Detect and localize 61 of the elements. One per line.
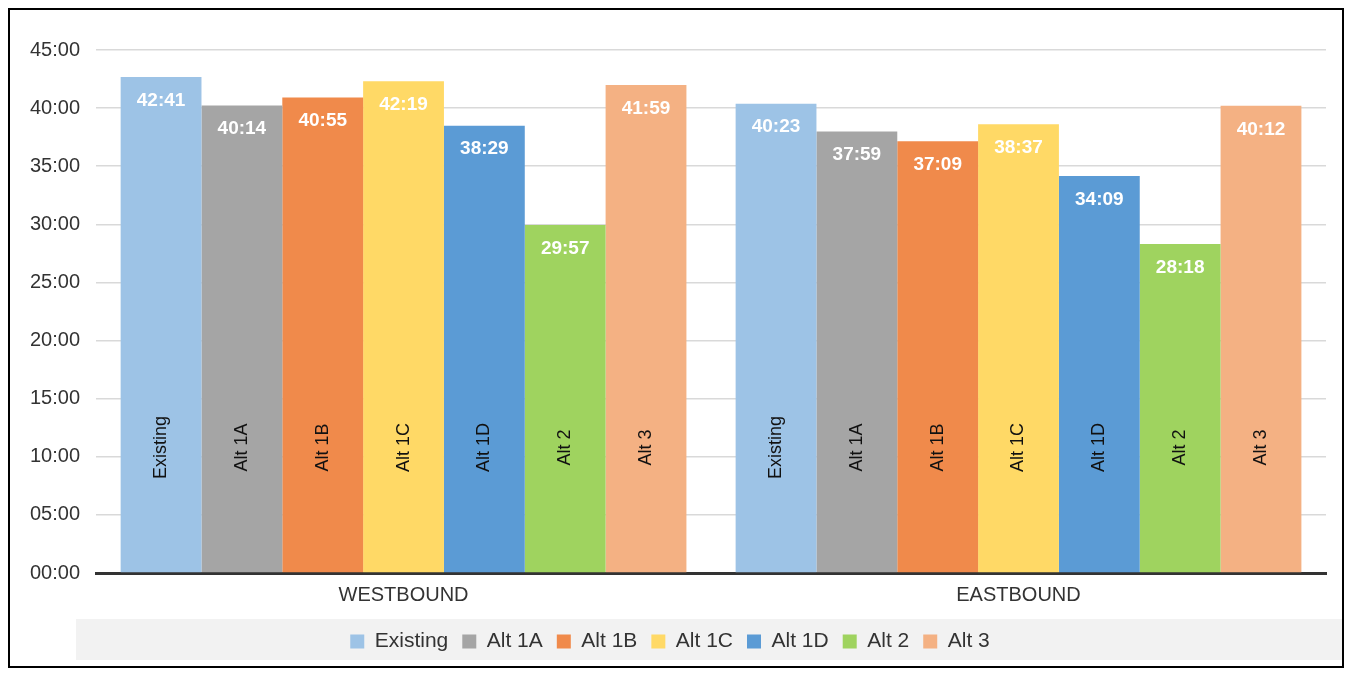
- text: Alt 1C: [392, 422, 413, 472]
- y-tick-label: 15:00: [29, 386, 81, 409]
- bar: [443, 125, 525, 573]
- data-label: 34:09: [1075, 187, 1124, 209]
- data-label: 38:37: [994, 135, 1043, 157]
- legend-label: Alt 2: [867, 628, 910, 652]
- bar: [735, 103, 817, 573]
- legend-label: Alt 1B: [581, 628, 638, 652]
- text: Alt 1D: [473, 422, 494, 472]
- legend-label: Alt 1D: [771, 628, 829, 652]
- text: Existing: [150, 415, 171, 479]
- bar: [282, 97, 364, 573]
- bar: [120, 76, 202, 573]
- data-label: 40:12: [1236, 117, 1286, 139]
- y-tick-label: 25:00: [29, 269, 81, 292]
- data-label: 40:14: [217, 117, 267, 139]
- bar: [978, 124, 1059, 573]
- text: Alt 1D: [1088, 422, 1109, 472]
- bar: [363, 81, 444, 573]
- bar: [1220, 105, 1302, 573]
- data-label: 40:23: [751, 115, 801, 137]
- bar: [201, 105, 283, 573]
- data-label: 41:59: [621, 96, 671, 118]
- bar: [1139, 244, 1221, 573]
- data-label: 37:59: [832, 143, 882, 165]
- data-label: 42:19: [379, 92, 428, 114]
- bar: [605, 85, 687, 573]
- text: Alt 1B: [926, 423, 947, 472]
- x-tick-label: EASTBOUND: [956, 582, 1081, 605]
- text: Alt 2: [1169, 429, 1190, 466]
- y-tick-label: 35:00: [29, 153, 81, 176]
- text: Alt 1A: [845, 423, 866, 472]
- text: Alt 3: [1249, 429, 1270, 466]
- x-tick-label: WESTBOUND: [338, 582, 469, 605]
- data-label: 42:41: [136, 88, 186, 110]
- data-label: 38:29: [460, 137, 509, 159]
- legend-label: Alt 3: [947, 628, 990, 652]
- data-label: 28:18: [1155, 255, 1205, 277]
- bar: [1058, 176, 1140, 573]
- bar: [524, 224, 606, 573]
- bar: [897, 141, 979, 573]
- data-label: 29:57: [540, 236, 590, 258]
- y-tick-label: 00:00: [29, 560, 81, 583]
- text: Alt 1B: [311, 423, 332, 472]
- y-tick-label: 30:00: [29, 211, 81, 234]
- legend-label: Alt 1C: [675, 628, 734, 652]
- text: Alt 1C: [1007, 422, 1028, 472]
- data-label: 40:55: [298, 109, 348, 131]
- text: Alt 1A: [230, 423, 251, 472]
- text: Alt 3: [634, 429, 655, 466]
- y-tick-label: 10:00: [29, 444, 81, 467]
- data-label: 37:09: [913, 152, 962, 174]
- y-tick-label: 45:00: [29, 37, 81, 60]
- y-tick-label: 20:00: [29, 328, 81, 351]
- legend-label: Alt 1A: [486, 628, 543, 652]
- legend-label: Existing: [374, 628, 449, 652]
- bar: [816, 131, 898, 573]
- text: Existing: [765, 415, 785, 479]
- y-tick-label: 05:00: [29, 502, 81, 525]
- y-tick-label: 40:00: [29, 95, 81, 118]
- text: Alt 2: [554, 429, 575, 466]
